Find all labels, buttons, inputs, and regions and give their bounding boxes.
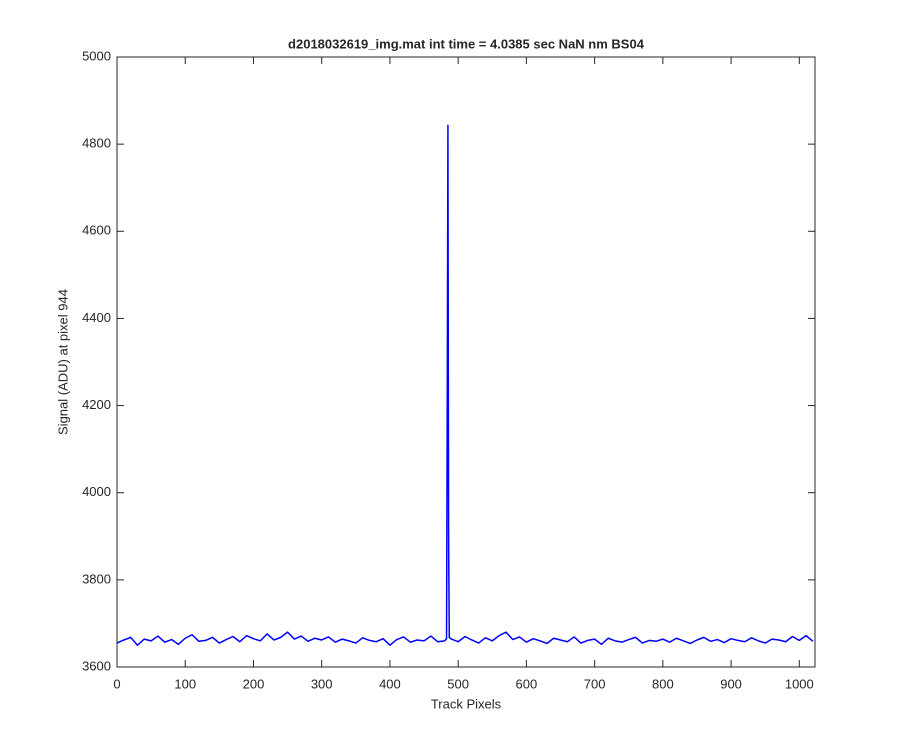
x-tick-label: 700: [584, 676, 606, 691]
y-tick-label: 3800: [82, 571, 111, 586]
y-tick-label: 3600: [82, 658, 111, 673]
x-tick-label: 100: [174, 676, 196, 691]
chart-title: d2018032619_img.mat int time = 4.0385 se…: [288, 36, 645, 51]
x-tick-label: 200: [243, 676, 265, 691]
x-tick-label: 500: [447, 676, 469, 691]
x-axis-label: Track Pixels: [431, 696, 502, 711]
y-tick-label: 4000: [82, 484, 111, 499]
x-tick-label: 400: [379, 676, 401, 691]
y-axis-label: Signal (ADU) at pixel 944: [55, 289, 70, 435]
x-tick-label: 800: [652, 676, 674, 691]
x-tick-label: 0: [113, 676, 120, 691]
x-tick-label: 300: [311, 676, 333, 691]
y-tick-label: 4400: [82, 310, 111, 325]
axes-box: [116, 56, 816, 668]
y-tick-label: 4200: [82, 397, 111, 412]
y-tick-label: 5000: [82, 48, 111, 63]
y-tick-label: 4800: [82, 136, 111, 151]
data-line: [116, 124, 814, 646]
x-tick-label: 1000: [785, 676, 814, 691]
x-tick-label: 900: [720, 676, 742, 691]
x-tick-label: 600: [516, 676, 538, 691]
y-tick-label: 4600: [82, 223, 111, 238]
